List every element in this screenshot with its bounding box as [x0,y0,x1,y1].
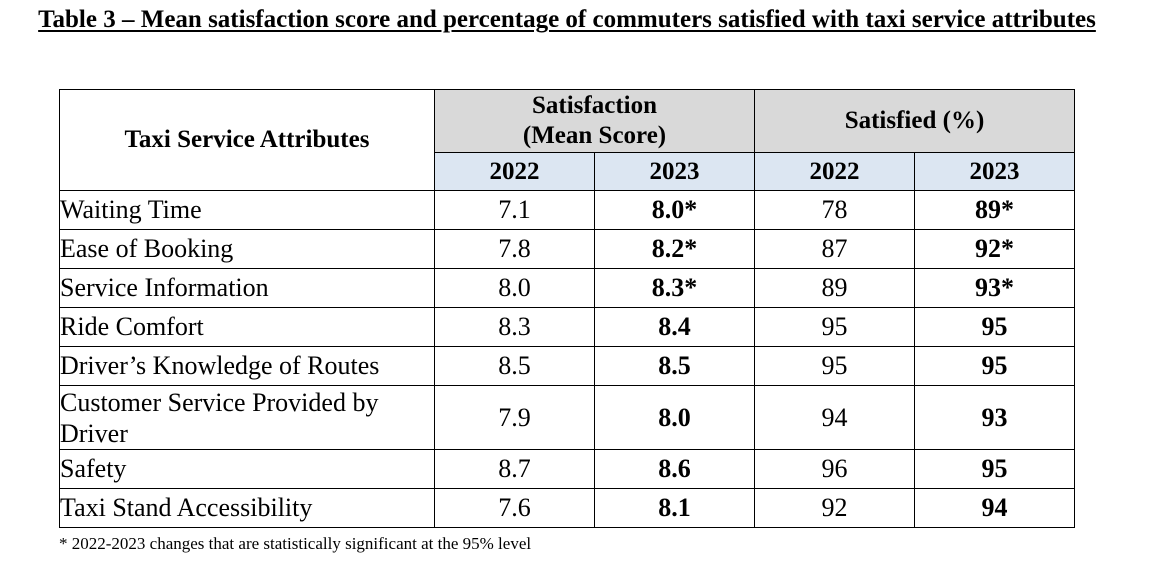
pct-2023-cell: 95 [914,346,1075,386]
year-header-pct-2022: 2022 [754,152,915,191]
header-row-groups: Taxi Service Attributes Satisfaction (Me… [59,89,1075,191]
attribute-cell: Customer Service Provided by Driver [59,385,435,450]
pct-2023-cell: 94 [914,488,1075,528]
table-title: Table 3 – Mean satisfaction score and pe… [0,4,1134,35]
pct-2022-cell: 95 [754,307,915,347]
table-row: Customer Service Provided by Driver 7.9 … [59,385,1075,450]
mean-2022-cell: 7.9 [434,385,595,450]
pct-2022-cell: 87 [754,229,915,269]
mean-2022-cell: 8.7 [434,449,595,489]
mean-2022-cell: 7.1 [434,190,595,230]
table-row: Ease of Booking 7.8 8.2* 87 92* [59,229,1075,269]
pct-2023-cell: 89* [914,190,1075,230]
pct-2022-cell: 89 [754,268,915,308]
pct-2023-cell: 93 [914,385,1075,450]
mean-2023-cell: 8.3* [594,268,755,308]
mean-2022-cell: 7.8 [434,229,595,269]
attribute-cell: Taxi Stand Accessibility [59,488,435,528]
mean-2023-cell: 8.6 [594,449,755,489]
satisfied-pct-group-header: Satisfied (%) [754,89,1075,153]
attribute-cell: Waiting Time [59,190,435,230]
table-row: Waiting Time 7.1 8.0* 78 89* [59,190,1075,230]
year-header-mean-2022: 2022 [434,152,595,191]
pct-2022-cell: 96 [754,449,915,489]
attribute-cell: Service Information [59,268,435,308]
mean-2023-cell: 8.5 [594,346,755,386]
mean-2022-cell: 8.3 [434,307,595,347]
mean-2022-cell: 8.5 [434,346,595,386]
mean-2022-cell: 8.0 [434,268,595,308]
mean-2023-cell: 8.2* [594,229,755,269]
header-row-years: 2022 2023 2022 2023 [60,152,1075,191]
pct-2022-cell: 95 [754,346,915,386]
pct-2022-cell: 78 [754,190,915,230]
significance-footnote: * 2022-2023 changes that are statistical… [59,534,532,553]
table-row: Driver’s Knowledge of Routes 8.5 8.5 95 … [59,346,1075,386]
mean-2023-cell: 8.4 [594,307,755,347]
pct-2023-cell: 93* [914,268,1075,308]
year-header-pct-2023: 2023 [914,152,1075,191]
mean-score-header-line1: Satisfaction [532,92,657,119]
year-header-mean-2023: 2023 [594,152,755,191]
table-row: Ride Comfort 8.3 8.4 95 95 [59,307,1075,347]
pct-2022-cell: 94 [754,385,915,450]
mean-2022-cell: 7.6 [434,488,595,528]
pct-2023-cell: 95 [914,449,1075,489]
attribute-cell: Driver’s Knowledge of Routes [59,346,435,386]
mean-2023-cell: 8.1 [594,488,755,528]
attribute-cell: Ease of Booking [59,229,435,269]
mean-score-header-line2: (Mean Score) [522,122,667,149]
table-row: Taxi Stand Accessibility 7.6 8.1 92 94 [59,488,1075,528]
mean-2023-cell: 8.0 [594,385,755,450]
mean-2023-cell: 8.0* [594,190,755,230]
pct-2023-cell: 92* [914,229,1075,269]
pct-2022-cell: 92 [754,488,915,528]
table-title-text: Table 3 – Mean satisfaction score and pe… [38,6,1096,33]
attribute-cell: Ride Comfort [59,307,435,347]
mean-score-group-header: Satisfaction (Mean Score) [434,89,755,153]
table-row: Safety 8.7 8.6 96 95 [59,449,1075,489]
pct-2023-cell: 95 [914,307,1075,347]
satisfaction-table: Taxi Service Attributes Satisfaction (Me… [59,89,1075,528]
table-row: Service Information 8.0 8.3* 89 93* [59,268,1075,308]
attribute-cell: Safety [59,449,435,489]
attribute-column-header: Taxi Service Attributes [59,89,435,191]
